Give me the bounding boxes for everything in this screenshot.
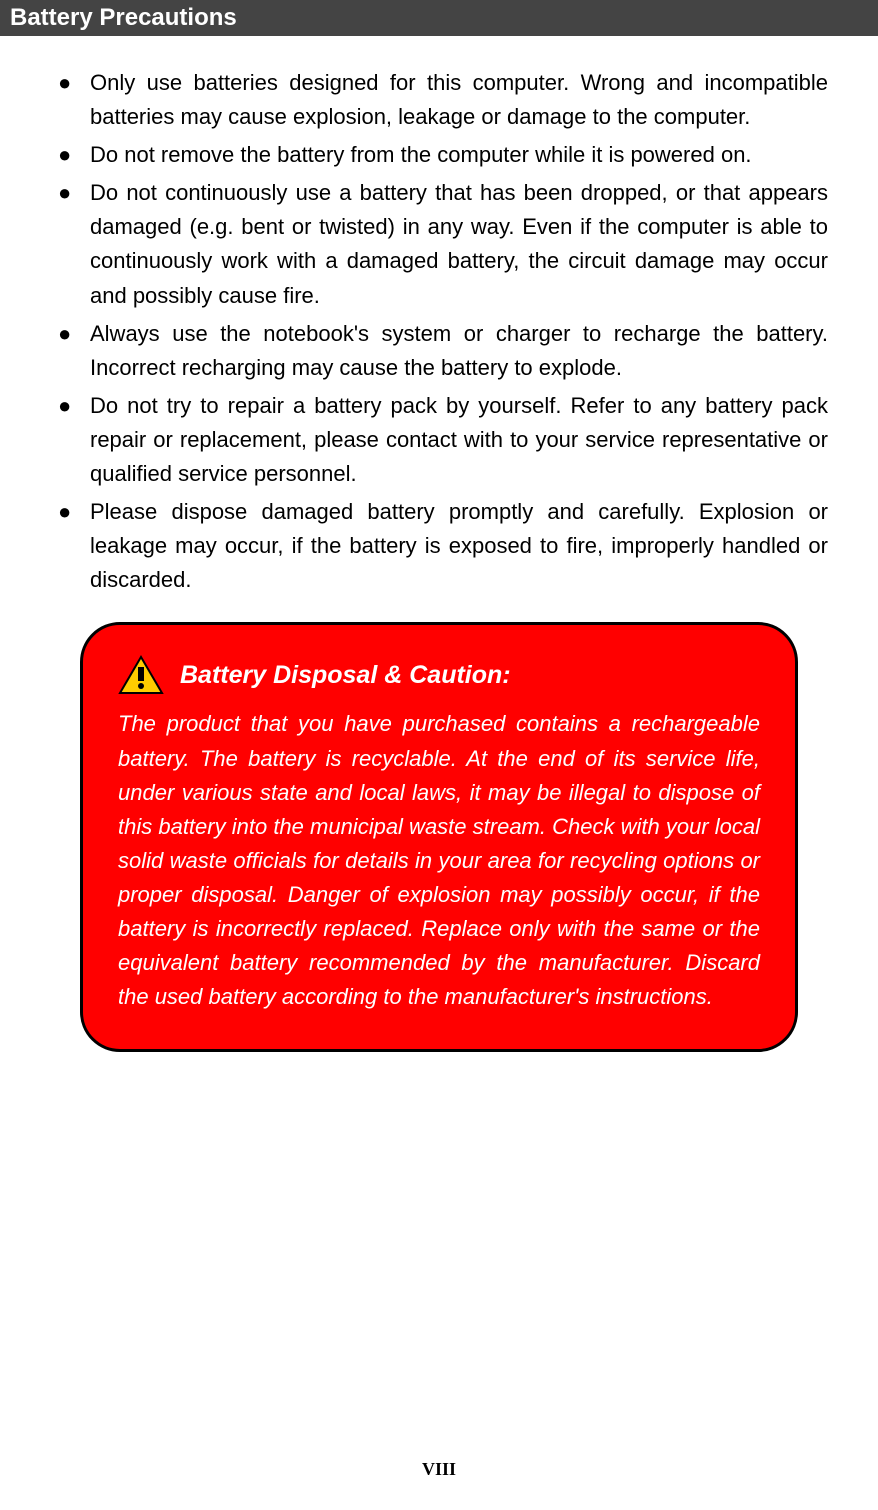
content-area: ● Only use batteries designed for this c…: [0, 36, 878, 1097]
bullet-marker: ●: [50, 138, 90, 172]
caution-title-row: Battery Disposal & Caution:: [118, 655, 760, 695]
caution-text: The product that you have purchased cont…: [118, 707, 760, 1014]
bullet-marker: ●: [50, 176, 90, 312]
page-number: VIII: [0, 1459, 878, 1480]
bullet-text: Do not try to repair a battery pack by y…: [90, 389, 828, 491]
precautions-list: ● Only use batteries designed for this c…: [50, 66, 828, 597]
list-item: ● Always use the notebook's system or ch…: [50, 317, 828, 385]
caution-title: Battery Disposal & Caution:: [180, 661, 511, 690]
bullet-text: Always use the notebook's system or char…: [90, 317, 828, 385]
warning-icon: [118, 655, 164, 695]
list-item: ● Do not continuously use a battery that…: [50, 176, 828, 312]
bullet-text: Please dispose damaged battery promptly …: [90, 495, 828, 597]
bullet-marker: ●: [50, 495, 90, 597]
list-item: ● Do not try to repair a battery pack by…: [50, 389, 828, 491]
bullet-text: Do not remove the battery from the compu…: [90, 138, 828, 172]
bullet-text: Only use batteries designed for this com…: [90, 66, 828, 134]
list-item: ● Only use batteries designed for this c…: [50, 66, 828, 134]
caution-box: Battery Disposal & Caution: The product …: [80, 622, 798, 1052]
list-item: ● Do not remove the battery from the com…: [50, 138, 828, 172]
section-header: Battery Precautions: [0, 0, 878, 36]
bullet-marker: ●: [50, 389, 90, 491]
bullet-marker: ●: [50, 66, 90, 134]
header-title: Battery Precautions: [10, 4, 237, 31]
bullet-marker: ●: [50, 317, 90, 385]
bullet-text: Do not continuously use a battery that h…: [90, 176, 828, 312]
list-item: ● Please dispose damaged battery promptl…: [50, 495, 828, 597]
